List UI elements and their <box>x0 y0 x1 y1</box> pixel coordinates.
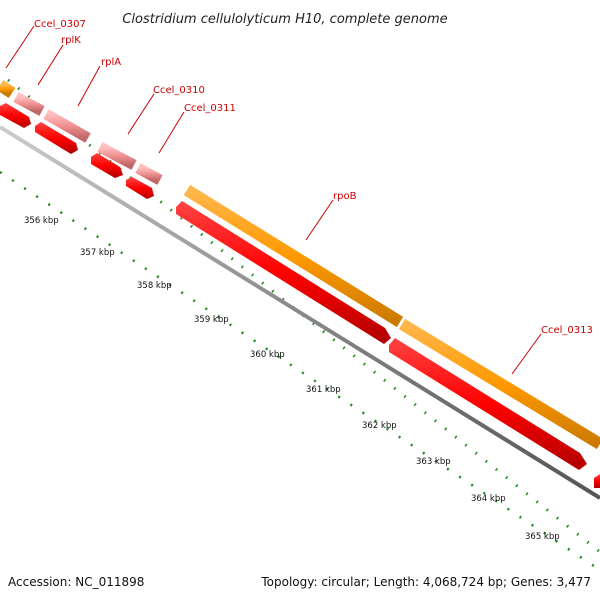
gene-labels: Ccel_0307 rplK rplA Ccel_0310 Ccel_0311 … <box>34 19 593 336</box>
genome-summary-text: Topology: circular; Length: 4,068,724 bp… <box>260 575 591 589</box>
accession-text: Accession: NC_011898 <box>8 575 144 589</box>
rna-feature-Ccel_0311[interactable] <box>135 163 163 185</box>
inner-tick-track <box>0 170 600 572</box>
kbp-label: 356 kbp <box>24 216 59 226</box>
kbp-label: 364 kbp <box>471 494 506 504</box>
feature-track <box>0 80 600 488</box>
gene-label-Ccel_0310[interactable]: Ccel_0310 <box>153 85 205 96</box>
gene-feature-rpoB[interactable] <box>183 184 404 328</box>
cds-arrow-4[interactable] <box>126 177 154 199</box>
kbp-label: 365 kbp <box>525 532 560 542</box>
kbp-label: 359 kbp <box>194 315 229 325</box>
cds-arrow-3[interactable] <box>91 153 123 178</box>
kbp-label: 361 kbp <box>306 385 341 395</box>
cds-arrow-rpoB[interactable] <box>176 201 391 344</box>
kbp-label: 357 kbp <box>80 248 115 258</box>
rna-feature-Ccel_0310[interactable] <box>97 142 137 170</box>
kbp-labels: 356 kbp 357 kbp 358 kbp 359 kbp 360 kbp … <box>24 216 560 542</box>
gene-leader-lines <box>5 25 542 375</box>
gene-label-Ccel_0307[interactable]: Ccel_0307 <box>34 19 86 30</box>
kbp-label: 362 kbp <box>362 421 397 431</box>
cds-arrow-1[interactable] <box>0 103 31 128</box>
kbp-label: 363 kbp <box>416 457 451 467</box>
map-title: Clostridium cellulolyticum H10, complete… <box>122 12 447 27</box>
cds-arrow-Ccel_0313[interactable] <box>389 338 587 470</box>
gene-label-rplK[interactable]: rplK <box>61 35 81 46</box>
cds-arrow-2[interactable] <box>35 122 78 154</box>
rna-feature-rplA[interactable] <box>43 109 91 143</box>
kbp-label: 358 kbp <box>137 281 172 291</box>
kbp-label: 360 kbp <box>250 350 285 360</box>
gene-label-rplA[interactable]: rplA <box>101 57 121 68</box>
gene-label-rpoB[interactable]: rpoB <box>333 191 357 202</box>
gene-label-Ccel_0313[interactable]: Ccel_0313 <box>541 325 593 336</box>
gene-feature-left[interactable] <box>0 80 16 98</box>
gene-label-Ccel_0311[interactable]: Ccel_0311 <box>184 103 236 114</box>
rna-feature-rplK[interactable] <box>13 92 45 116</box>
genome-backbone <box>0 125 600 500</box>
gene-feature-Ccel_0313[interactable] <box>398 318 600 450</box>
cds-arrow-right-edge[interactable] <box>594 474 600 488</box>
